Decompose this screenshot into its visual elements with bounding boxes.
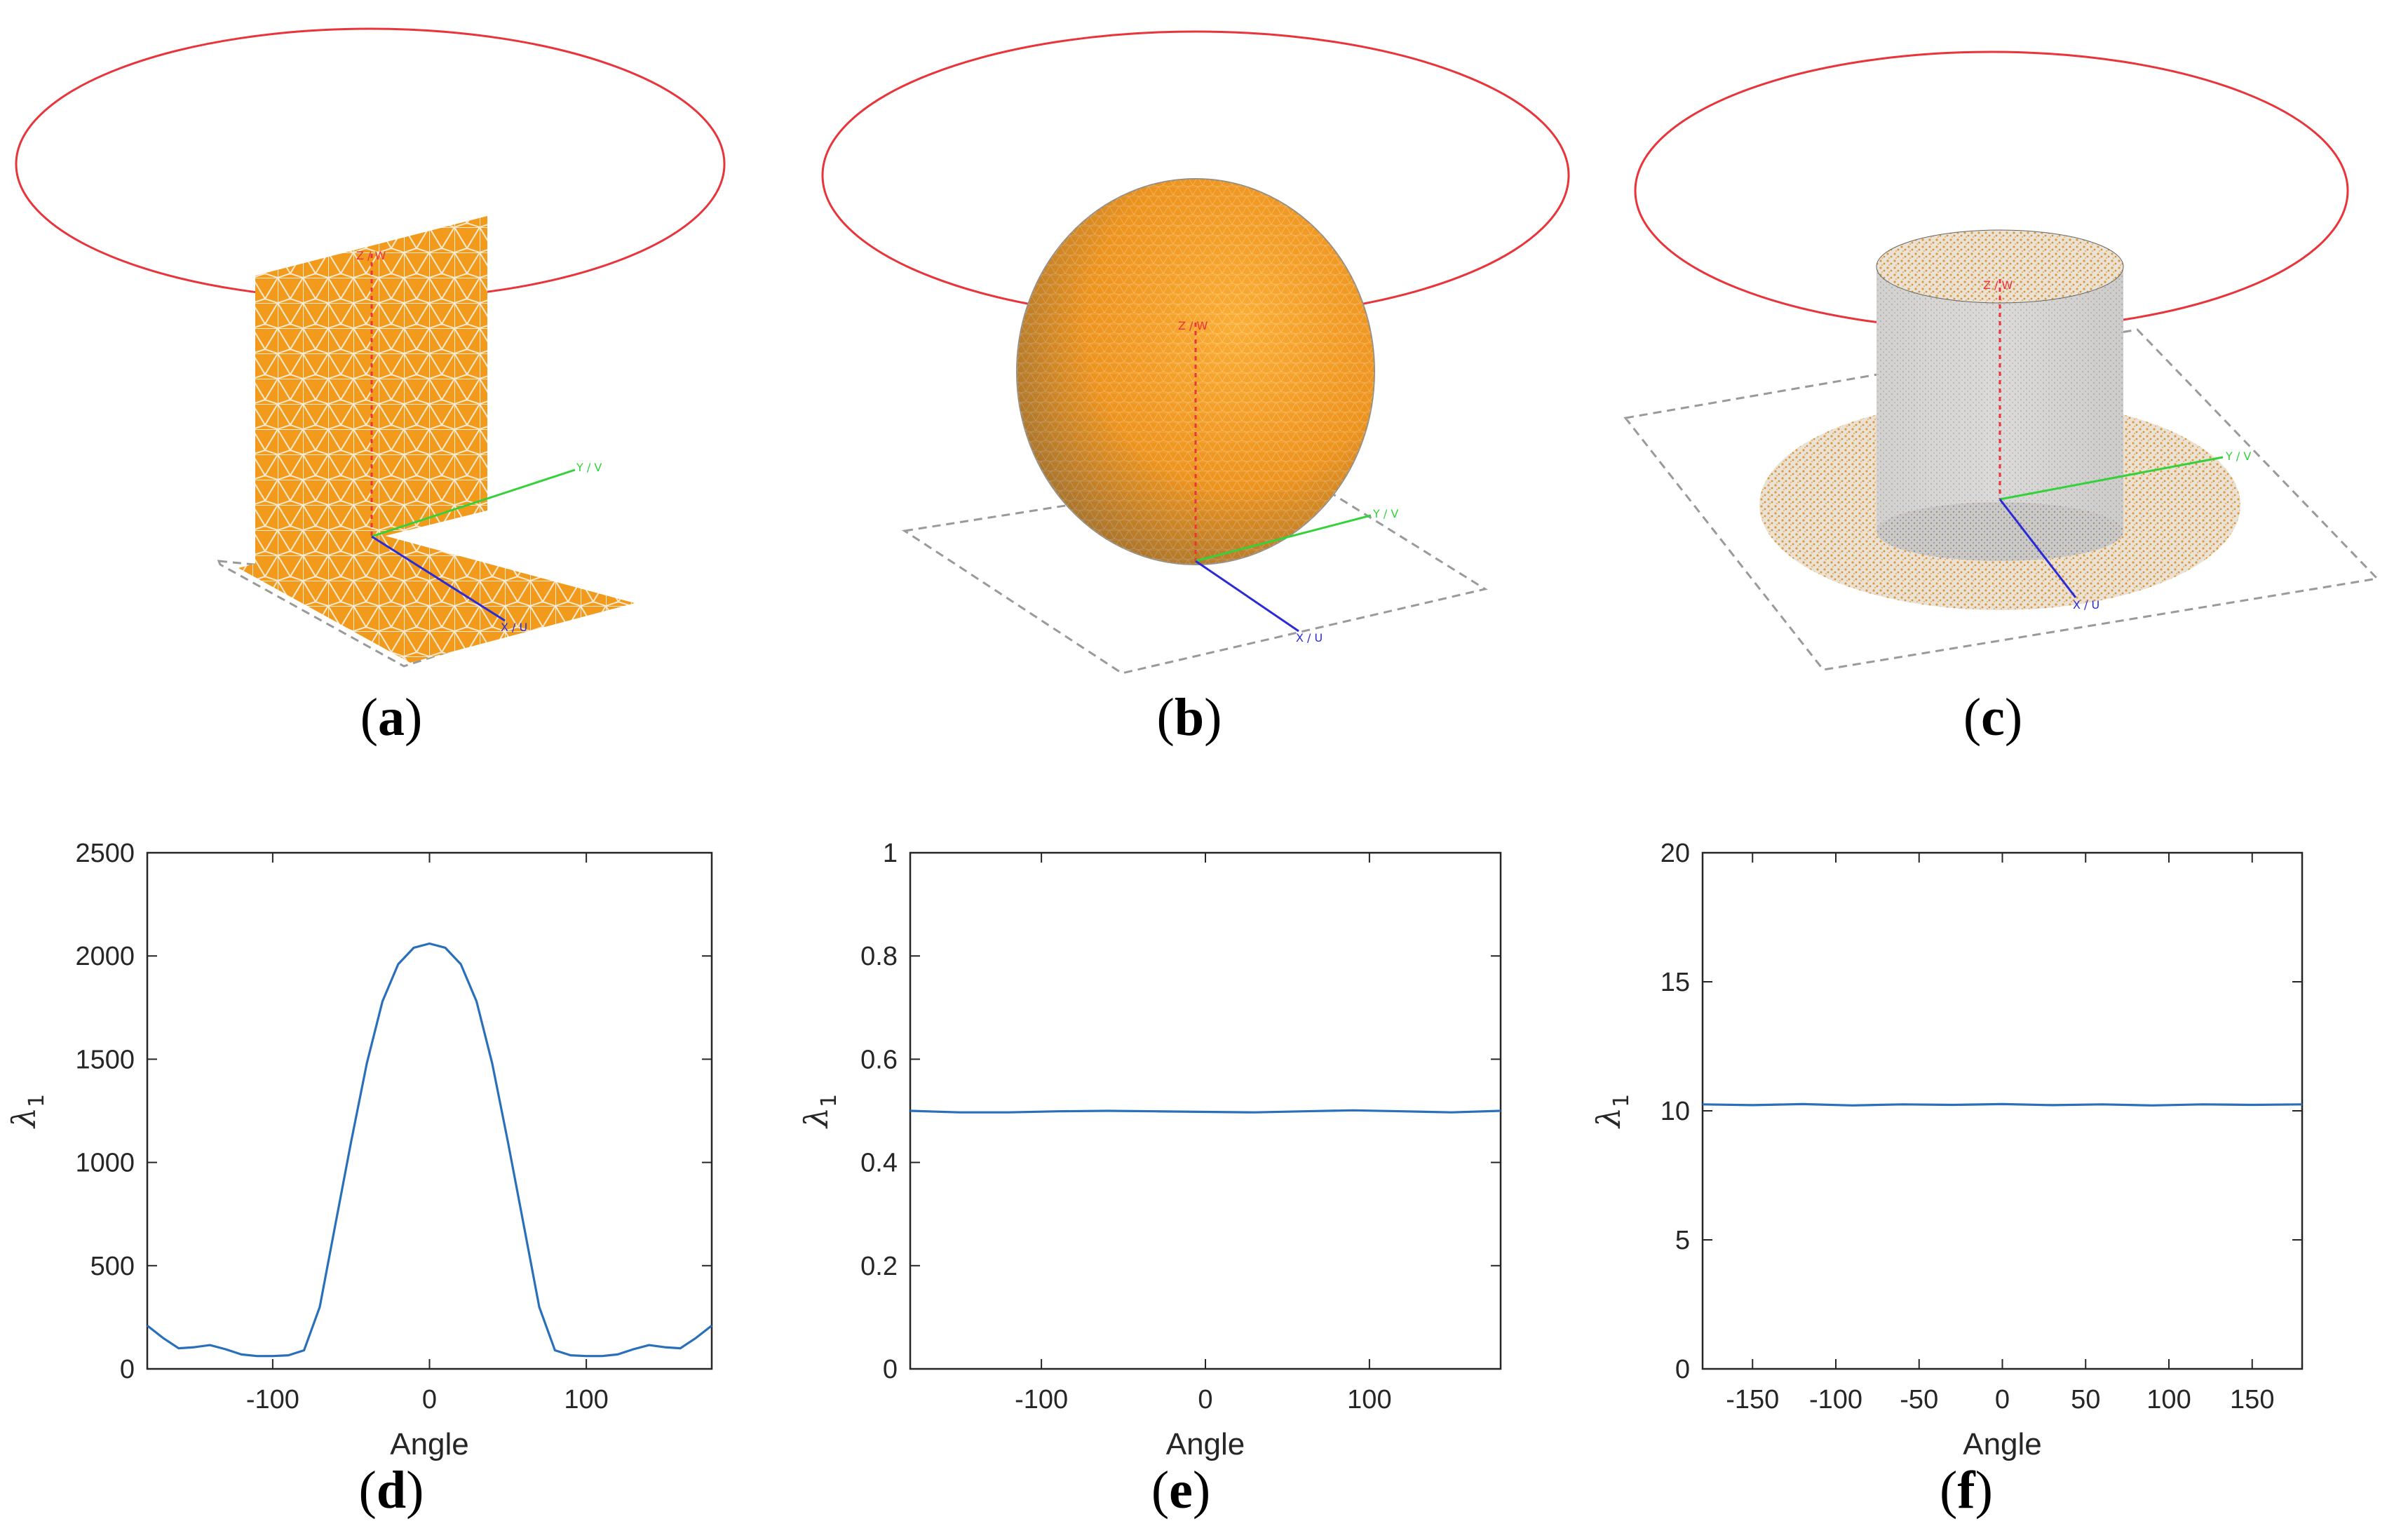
x-axis-label: X / U: [1296, 631, 1323, 644]
x-tick-label: 0: [1198, 1385, 1212, 1414]
y-axis-title-symbol: λ: [1590, 1107, 1628, 1129]
cylinder-bottom-edge: [1876, 502, 2123, 561]
y-tick-label: 0.2: [860, 1252, 898, 1281]
panel-f-label: (f): [1940, 1461, 1993, 1520]
panel-c: Z / W Y / V X / U (c): [1623, 50, 2380, 747]
x-tick-label: 100: [1347, 1385, 1391, 1414]
y-tick-label: 0: [883, 1355, 898, 1384]
y-axis-title: λ1: [797, 1094, 841, 1129]
x-axis-line: [1999, 499, 2077, 598]
x-axis-label: X / U: [2073, 598, 2099, 612]
panel-a: Z / W Y / V X / U (a): [15, 27, 726, 747]
ground-plane-outline: [1623, 328, 2380, 671]
ground-plate-mesh: [238, 533, 635, 663]
x-axis-line: [371, 535, 506, 622]
y-tick-label: 1500: [75, 1045, 135, 1074]
x-tick-label: -100: [1015, 1385, 1068, 1414]
series-line: [909, 1109, 1501, 1114]
y-tick-label: 20: [1661, 839, 1690, 868]
x-tick-label: 100: [564, 1385, 608, 1414]
plot-frame: [1701, 851, 2304, 1370]
y-axis-line: [371, 468, 576, 538]
y-axis-title-subscript: 1: [817, 1094, 841, 1107]
y-tick-label: 10: [1661, 1097, 1690, 1126]
x-axis-title: Angle: [1166, 1427, 1245, 1461]
z-axis-label: Z / W: [1178, 319, 1208, 332]
ground-plane-outline: [217, 560, 609, 668]
ground-plane-outline: [901, 468, 1488, 675]
cylinder-top-mesh: [1876, 229, 2124, 304]
x-tick-label: 0: [422, 1385, 437, 1414]
y-axis-title-subscript: 1: [1609, 1094, 1634, 1107]
series-line: [147, 942, 712, 1358]
y-axis-title: λ1: [1590, 1094, 1634, 1129]
x-tick-label: 150: [2230, 1385, 2274, 1414]
y-axis-label: Y / V: [576, 461, 602, 474]
y-tick-label: 500: [90, 1252, 135, 1281]
panel-b-label: (b): [1157, 688, 1222, 747]
panel-c-label: (c): [1963, 688, 2022, 747]
y-tick-label: 1000: [75, 1149, 135, 1178]
y-tick-label: 1: [883, 839, 898, 868]
x-tick-label: -100: [1809, 1385, 1862, 1414]
x-axis-title: Angle: [1963, 1427, 2042, 1461]
chart-f: -150 -100 -50 0 50 100 150 0 5 10 15 20 Angle λ1: [1590, 839, 2304, 1461]
y-tick-label: 5: [1675, 1226, 1690, 1255]
z-axis-label: Z / W: [356, 249, 386, 262]
x-tick-label: -100: [246, 1385, 299, 1414]
panel-e-label: (e): [1151, 1461, 1210, 1520]
y-axis-label: Y / V: [2225, 450, 2251, 463]
y-axis-title: λ1: [5, 1094, 49, 1129]
y-tick-label: 0.4: [860, 1149, 898, 1178]
x-tick-label: -150: [1726, 1385, 1779, 1414]
x-tick-label: 50: [2071, 1385, 2100, 1414]
panel-a-label: (a): [360, 688, 423, 747]
y-tick-label: 0.6: [860, 1045, 898, 1074]
y-axis-title-subscript: 1: [25, 1094, 49, 1107]
y-tick-label: 2000: [75, 942, 135, 971]
y-tick-label: 0: [120, 1355, 135, 1384]
panel-b: Z / W Y / V X / U (b): [821, 30, 1570, 747]
plot-frame: [146, 851, 713, 1370]
sphere-mesh-overlay: [1017, 179, 1374, 565]
x-tick-label: 100: [2146, 1385, 2191, 1414]
y-axis-label: Y / V: [1372, 507, 1398, 520]
y-tick-label: 0.8: [860, 942, 898, 971]
y-axis-title-symbol: λ: [5, 1107, 43, 1129]
x-axis-line: [1195, 560, 1299, 633]
panel-d-label: (d): [359, 1461, 424, 1520]
x-axis-title: Angle: [390, 1427, 469, 1461]
z-axis-label: Z / W: [1983, 278, 2013, 292]
y-tick-label: 15: [1661, 968, 1690, 997]
x-tick-label: 0: [1995, 1385, 2010, 1414]
y-axis-line: [1999, 456, 2224, 501]
x-axis-label: X / U: [501, 621, 527, 634]
y-tick-label: 0: [1675, 1355, 1690, 1384]
y-tick-label: 2500: [75, 839, 135, 868]
x-tick-label: -50: [1900, 1385, 1938, 1414]
y-axis-line: [1195, 514, 1372, 562]
y-axis-title-symbol: λ: [797, 1107, 835, 1129]
series-line: [1702, 1102, 2303, 1107]
